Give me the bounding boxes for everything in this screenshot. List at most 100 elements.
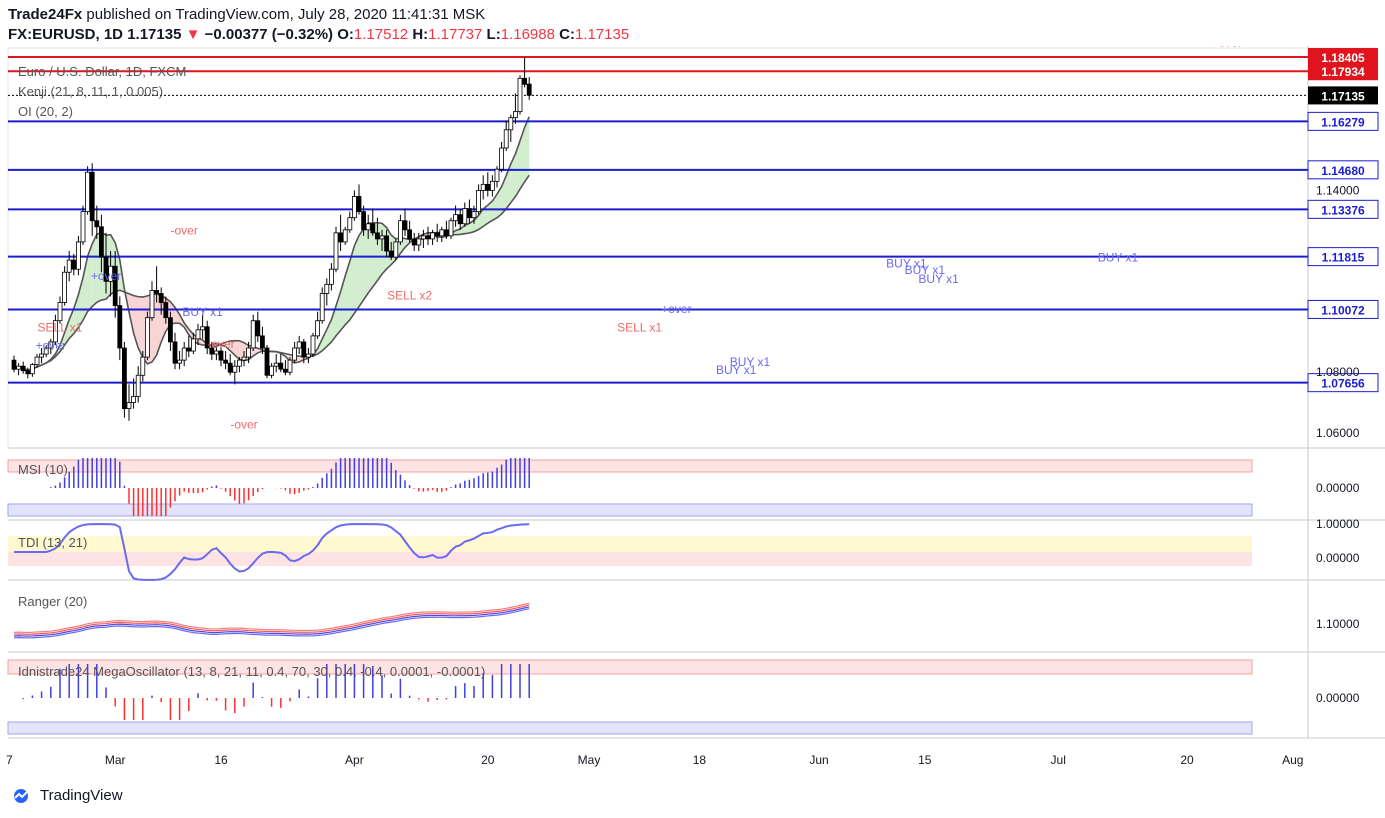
candle-body xyxy=(264,347,270,376)
ma-band xyxy=(175,307,180,324)
ma-band xyxy=(69,308,74,339)
candle-body xyxy=(172,341,178,364)
candle-body xyxy=(11,359,17,370)
candle-body xyxy=(255,320,261,337)
candle-body xyxy=(218,350,224,361)
y-tick-label: 1.06000 xyxy=(1316,426,1360,440)
candle-body xyxy=(485,183,491,191)
candle-body xyxy=(388,250,394,258)
candle-body xyxy=(517,77,523,113)
signal-annotation: -over xyxy=(1215,46,1242,49)
candle-body xyxy=(310,335,316,355)
candle-body xyxy=(494,168,500,182)
x-tick-label: Apr xyxy=(345,753,364,767)
symbol: FX:EURUSD, 1D xyxy=(8,26,124,43)
candle-body xyxy=(204,326,210,349)
legend-ranger: Ranger (20) xyxy=(18,594,88,609)
candle-body xyxy=(439,229,445,237)
candle-body xyxy=(163,302,169,319)
candle-body xyxy=(351,196,357,219)
ranger-tick-label: 1.10000 xyxy=(1316,617,1360,631)
candle-body xyxy=(278,362,284,370)
ma-band xyxy=(234,340,240,360)
candle-body xyxy=(407,229,413,240)
candle-body xyxy=(29,364,35,375)
signal-annotation: -over xyxy=(207,337,234,351)
c-value: 1.17135 xyxy=(574,26,630,43)
candle-body xyxy=(370,223,376,234)
candle-body xyxy=(374,232,380,240)
candle-body xyxy=(16,365,22,370)
tradingview-logo-icon xyxy=(14,788,28,803)
ma-band xyxy=(515,140,520,197)
price-label: 1.07656 xyxy=(1321,377,1365,391)
msi-upper-band xyxy=(7,459,1253,473)
published-text: published on TradingView.com, July 28, 2… xyxy=(86,6,486,23)
tradingview-brand[interactable]: TradingView xyxy=(8,787,123,804)
candle-body xyxy=(328,268,334,285)
legend-msi: MSI (10) xyxy=(18,462,68,477)
candle-body xyxy=(282,368,288,373)
candle-body xyxy=(503,129,509,149)
candle-body xyxy=(246,347,252,358)
signal-annotation: BUY x1 xyxy=(1098,251,1139,265)
candle-body xyxy=(273,362,279,367)
candle-body xyxy=(430,232,436,240)
ranger-line xyxy=(13,602,530,634)
brand-text: TradingView xyxy=(40,787,123,804)
main-pane xyxy=(7,47,1309,449)
candle-body xyxy=(66,259,72,273)
candle-body xyxy=(324,283,330,294)
candle-body xyxy=(181,347,187,361)
last-price: 1.17135 xyxy=(127,26,182,43)
ma-band xyxy=(138,296,143,358)
candle-body xyxy=(356,196,362,213)
legend-main: Euro / U.S. Dollar, 1D, FXCM xyxy=(18,64,187,79)
c-label: C: xyxy=(559,26,575,43)
candle-body xyxy=(25,370,31,375)
h-value: 1.17737 xyxy=(428,26,483,43)
change: −0.00377 (−0.32%) xyxy=(204,26,334,43)
candle-body xyxy=(144,317,150,358)
ranger-line xyxy=(13,606,530,637)
candle-body xyxy=(499,147,505,170)
price-label: 1.10072 xyxy=(1321,303,1365,317)
msi-zero-label: 0.00000 xyxy=(1316,481,1360,495)
candle-body xyxy=(342,229,348,243)
x-tick-label: Jun xyxy=(809,753,828,767)
legend-kenji: Kenji (21, 8, 11, 1, 0.005) xyxy=(18,84,164,99)
candle-body xyxy=(223,359,229,364)
signal-annotation: +over xyxy=(661,302,691,316)
ma-band xyxy=(524,116,530,182)
ma-band xyxy=(239,340,244,361)
x-tick-label: 7 xyxy=(6,753,13,767)
o-label: O: xyxy=(337,26,354,43)
price-label-box xyxy=(1308,47,1378,66)
signal-annotation: +over xyxy=(36,339,66,353)
l-label: L: xyxy=(486,26,501,43)
ma-band xyxy=(464,223,470,234)
candle-body xyxy=(301,341,307,358)
tdi-low-band xyxy=(8,552,1252,566)
ma-band xyxy=(377,222,382,281)
candle-body xyxy=(292,347,298,361)
signal-annotation: +over xyxy=(91,269,121,283)
ma-band xyxy=(129,293,134,334)
signal-annotation: BUY x1 xyxy=(886,257,927,271)
msi-lower-band xyxy=(7,503,1253,517)
x-tick-label: Mar xyxy=(105,753,126,767)
candle-body xyxy=(190,338,196,352)
candle-body xyxy=(112,265,118,306)
h-label: H: xyxy=(412,26,429,43)
price-label: 1.16279 xyxy=(1321,115,1365,129)
ma-band xyxy=(460,225,465,235)
candle-body xyxy=(471,211,477,219)
ma-band xyxy=(331,305,336,342)
x-tick-label: May xyxy=(578,753,601,767)
price-label: 1.11815 xyxy=(1322,251,1365,265)
candle-body xyxy=(209,347,215,355)
ma-band xyxy=(487,201,493,224)
candle-body xyxy=(43,347,49,355)
mega-zero-label: 0.00000 xyxy=(1316,691,1360,705)
